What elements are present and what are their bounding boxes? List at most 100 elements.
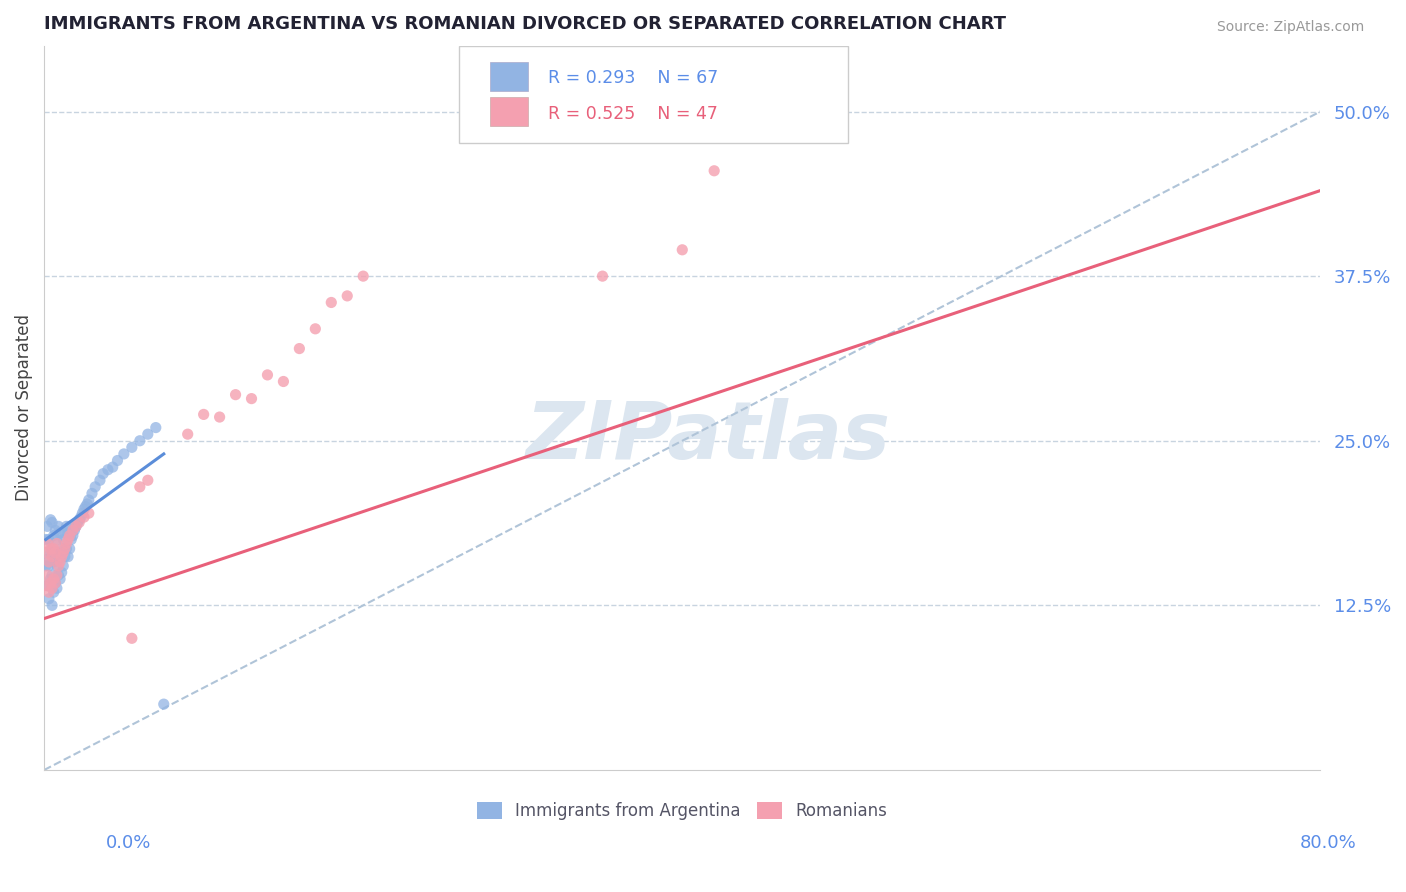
- Point: [273, 375, 295, 389]
- Point: [45, 536, 67, 550]
- Point: [703, 163, 725, 178]
- Point: [49, 525, 72, 540]
- Text: R = 0.293    N = 67: R = 0.293 N = 67: [548, 70, 718, 87]
- Point: [38, 585, 60, 599]
- Point: [208, 410, 231, 425]
- Point: [42, 572, 65, 586]
- FancyBboxPatch shape: [458, 45, 848, 144]
- Point: [35, 546, 58, 560]
- Point: [63, 524, 86, 538]
- FancyBboxPatch shape: [489, 97, 527, 126]
- Point: [39, 546, 62, 560]
- Point: [51, 566, 73, 580]
- FancyBboxPatch shape: [489, 62, 527, 91]
- Point: [55, 536, 77, 550]
- Point: [69, 510, 91, 524]
- Point: [136, 473, 159, 487]
- Point: [72, 506, 94, 520]
- Point: [101, 460, 124, 475]
- Point: [592, 269, 614, 284]
- Point: [49, 555, 72, 569]
- Point: [176, 427, 198, 442]
- Point: [53, 525, 76, 540]
- Point: [59, 528, 82, 542]
- Point: [107, 453, 129, 467]
- Point: [44, 576, 66, 591]
- Point: [51, 541, 73, 556]
- Point: [44, 576, 66, 591]
- Point: [77, 506, 100, 520]
- Point: [49, 549, 72, 564]
- Point: [39, 513, 62, 527]
- Point: [77, 493, 100, 508]
- Point: [35, 533, 58, 547]
- Point: [91, 467, 114, 481]
- Text: IMMIGRANTS FROM ARGENTINA VS ROMANIAN DIVORCED OR SEPARATED CORRELATION CHART: IMMIGRANTS FROM ARGENTINA VS ROMANIAN DI…: [44, 15, 1007, 33]
- Point: [321, 295, 343, 310]
- Point: [38, 555, 60, 569]
- Point: [37, 579, 59, 593]
- Point: [75, 500, 97, 514]
- Point: [121, 441, 143, 455]
- Point: [89, 473, 111, 487]
- Text: ZIPatlas: ZIPatlas: [526, 398, 890, 475]
- Point: [76, 497, 98, 511]
- Point: [48, 519, 70, 533]
- Point: [336, 289, 359, 303]
- Point: [42, 585, 65, 599]
- Point: [52, 533, 75, 547]
- Text: R = 0.525    N = 47: R = 0.525 N = 47: [548, 105, 718, 123]
- Point: [55, 519, 77, 533]
- Point: [42, 541, 65, 556]
- Point: [55, 541, 77, 556]
- Point: [41, 549, 63, 564]
- Point: [42, 555, 65, 569]
- Text: Source: ZipAtlas.com: Source: ZipAtlas.com: [1216, 20, 1364, 34]
- Point: [67, 516, 90, 530]
- Point: [35, 579, 58, 593]
- Text: 0.0%: 0.0%: [105, 834, 150, 852]
- Point: [45, 533, 67, 547]
- Point: [62, 528, 84, 542]
- Point: [38, 558, 60, 573]
- Point: [37, 552, 59, 566]
- Point: [53, 541, 76, 556]
- Point: [44, 524, 66, 538]
- Point: [38, 591, 60, 606]
- Point: [44, 549, 66, 564]
- Point: [66, 516, 89, 530]
- Point: [152, 697, 174, 711]
- Point: [121, 632, 143, 646]
- Point: [288, 342, 311, 356]
- Point: [73, 510, 96, 524]
- Point: [80, 486, 103, 500]
- Point: [56, 533, 79, 547]
- Point: [62, 524, 84, 538]
- Point: [48, 546, 70, 560]
- Point: [41, 541, 63, 556]
- Point: [128, 480, 150, 494]
- Point: [60, 533, 83, 547]
- Point: [53, 549, 76, 564]
- Legend: Immigrants from Argentina, Romanians: Immigrants from Argentina, Romanians: [470, 796, 894, 827]
- Point: [52, 558, 75, 573]
- Point: [65, 519, 87, 533]
- Point: [49, 572, 72, 586]
- Point: [45, 558, 67, 573]
- Point: [48, 568, 70, 582]
- Point: [41, 568, 63, 582]
- Point: [44, 546, 66, 560]
- Point: [38, 533, 60, 547]
- Point: [240, 392, 263, 406]
- Point: [671, 243, 693, 257]
- Point: [67, 513, 90, 527]
- Point: [225, 387, 247, 401]
- Point: [39, 572, 62, 586]
- Point: [41, 599, 63, 613]
- Point: [37, 536, 59, 550]
- Point: [352, 269, 374, 284]
- Point: [41, 516, 63, 530]
- Point: [41, 581, 63, 595]
- Point: [304, 322, 326, 336]
- Point: [145, 420, 167, 434]
